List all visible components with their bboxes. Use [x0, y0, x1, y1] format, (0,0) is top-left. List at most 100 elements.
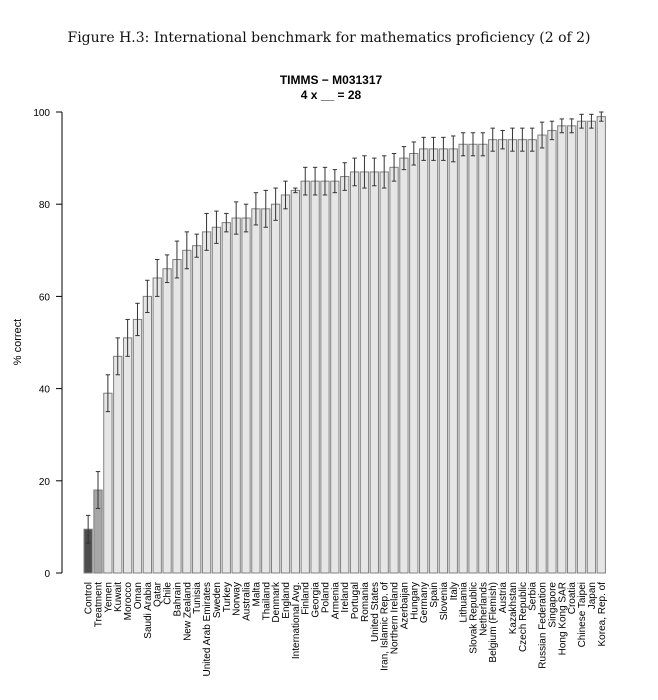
- error-bar: [283, 180, 288, 210]
- bar: [132, 318, 143, 574]
- x-tick-labels: ControlTreatmentYemenKuwaitMoroccoOmanSa…: [84, 581, 608, 676]
- bar: [280, 194, 291, 574]
- error-bar: [303, 166, 308, 196]
- error-bar: [539, 121, 545, 149]
- x-tick-label: Serbia: [528, 582, 539, 611]
- x-tick-label: International Avg.: [291, 582, 302, 659]
- error-bar: [362, 155, 367, 189]
- error-bar: [549, 120, 555, 141]
- bar: [369, 171, 379, 574]
- x-tick-label: Slovak Republic: [468, 582, 479, 654]
- x-tick-label: Chile: [163, 582, 174, 605]
- bar: [359, 171, 370, 574]
- bar: [438, 148, 449, 574]
- x-tick-label: Control: [84, 582, 95, 614]
- x-tick-label: Chinese Taipei: [577, 582, 588, 647]
- bar: [409, 152, 419, 574]
- y-tick-label: 100: [33, 108, 50, 119]
- bar: [547, 129, 557, 574]
- x-tick-label: Japan: [587, 582, 598, 609]
- y-tick-label: 0: [44, 569, 50, 580]
- x-tick-label: Malta: [251, 582, 262, 607]
- x-tick-label: England: [281, 582, 292, 619]
- error-bar: [293, 187, 298, 194]
- x-tick-label: Croatia: [567, 582, 578, 615]
- error-bar: [115, 337, 120, 376]
- error-bar: [273, 187, 278, 221]
- bars: [83, 111, 606, 574]
- bar: [399, 157, 409, 574]
- bar: [300, 180, 310, 574]
- x-tick-label: Korea, Rep. of: [597, 582, 608, 647]
- x-tick-label: Georgia: [311, 582, 322, 618]
- error-bar: [243, 203, 249, 233]
- error-bar: [599, 111, 604, 122]
- x-tick-label: Belgium (Flemish): [488, 582, 499, 663]
- bar: [251, 208, 261, 574]
- error-bar: [510, 127, 515, 152]
- error-bar: [411, 141, 416, 166]
- x-tick-label: Morocco: [123, 582, 134, 621]
- bar: [478, 143, 488, 574]
- error-bar: [569, 118, 574, 134]
- x-tick-label: Germany: [419, 582, 430, 623]
- x-tick-label: Saudi Arabia: [143, 582, 154, 639]
- bar: [320, 180, 330, 574]
- bar: [221, 222, 231, 574]
- bar: [330, 180, 340, 574]
- error-bar: [164, 254, 170, 284]
- x-tick-label: Portugal: [350, 582, 361, 619]
- error-bar: [85, 514, 91, 544]
- bar: [231, 217, 241, 574]
- bar: [113, 355, 123, 574]
- x-tick-label: Spain: [429, 582, 440, 608]
- x-tick-label: New Zealand: [182, 582, 193, 641]
- error-bar: [579, 113, 584, 129]
- x-tick-label: Denmark: [271, 581, 282, 623]
- bar: [241, 217, 251, 574]
- y-tick-label: 80: [39, 200, 51, 211]
- error-bar: [224, 212, 229, 233]
- error-bar: [312, 166, 318, 196]
- x-tick-label: Hong Kong SAR: [557, 582, 568, 655]
- x-tick-label: Poland: [320, 582, 331, 613]
- chart-title: TIMMS − M031317: [280, 73, 383, 87]
- bar: [182, 249, 192, 574]
- x-tick-label: Thailand: [261, 582, 272, 620]
- bar: [488, 139, 498, 574]
- x-tick-label: Romania: [360, 582, 371, 622]
- bar: [310, 180, 320, 574]
- bar: [379, 171, 389, 574]
- bar: [211, 226, 222, 574]
- x-tick-label: Kuwait: [113, 582, 124, 612]
- error-bar: [332, 169, 338, 194]
- y-axis: 0 20 40 60 80 100: [33, 108, 63, 580]
- error-bar: [174, 240, 180, 279]
- error-bar: [381, 155, 387, 189]
- x-tick-label: Finland: [301, 582, 312, 615]
- error-bar: [263, 189, 268, 228]
- x-tick-label: Lithuania: [459, 582, 470, 623]
- bar: [537, 134, 547, 574]
- error-bar: [145, 279, 150, 314]
- error-bar: [214, 210, 219, 244]
- bar: [192, 245, 202, 574]
- y-tick-label: 20: [39, 477, 51, 488]
- x-tick-label: Slovenia: [439, 582, 450, 621]
- x-tick-label: Azerbaijan: [399, 582, 410, 629]
- error-bar: [480, 132, 486, 157]
- error-bar: [233, 201, 239, 235]
- bar: [162, 268, 172, 574]
- error-bar: [204, 212, 209, 251]
- x-tick-label: Turkey: [222, 582, 233, 612]
- error-bar: [253, 192, 259, 226]
- x-tick-label: Oman: [133, 582, 144, 609]
- error-bar: [490, 127, 495, 152]
- chart-subtitle: 4 x __ = 28: [301, 88, 362, 102]
- error-bar: [184, 231, 190, 270]
- bar: [349, 171, 360, 574]
- bar: [340, 176, 350, 574]
- x-tick-label: Australia: [242, 582, 253, 621]
- y-tick-label: 40: [39, 385, 51, 396]
- bar: [596, 116, 606, 574]
